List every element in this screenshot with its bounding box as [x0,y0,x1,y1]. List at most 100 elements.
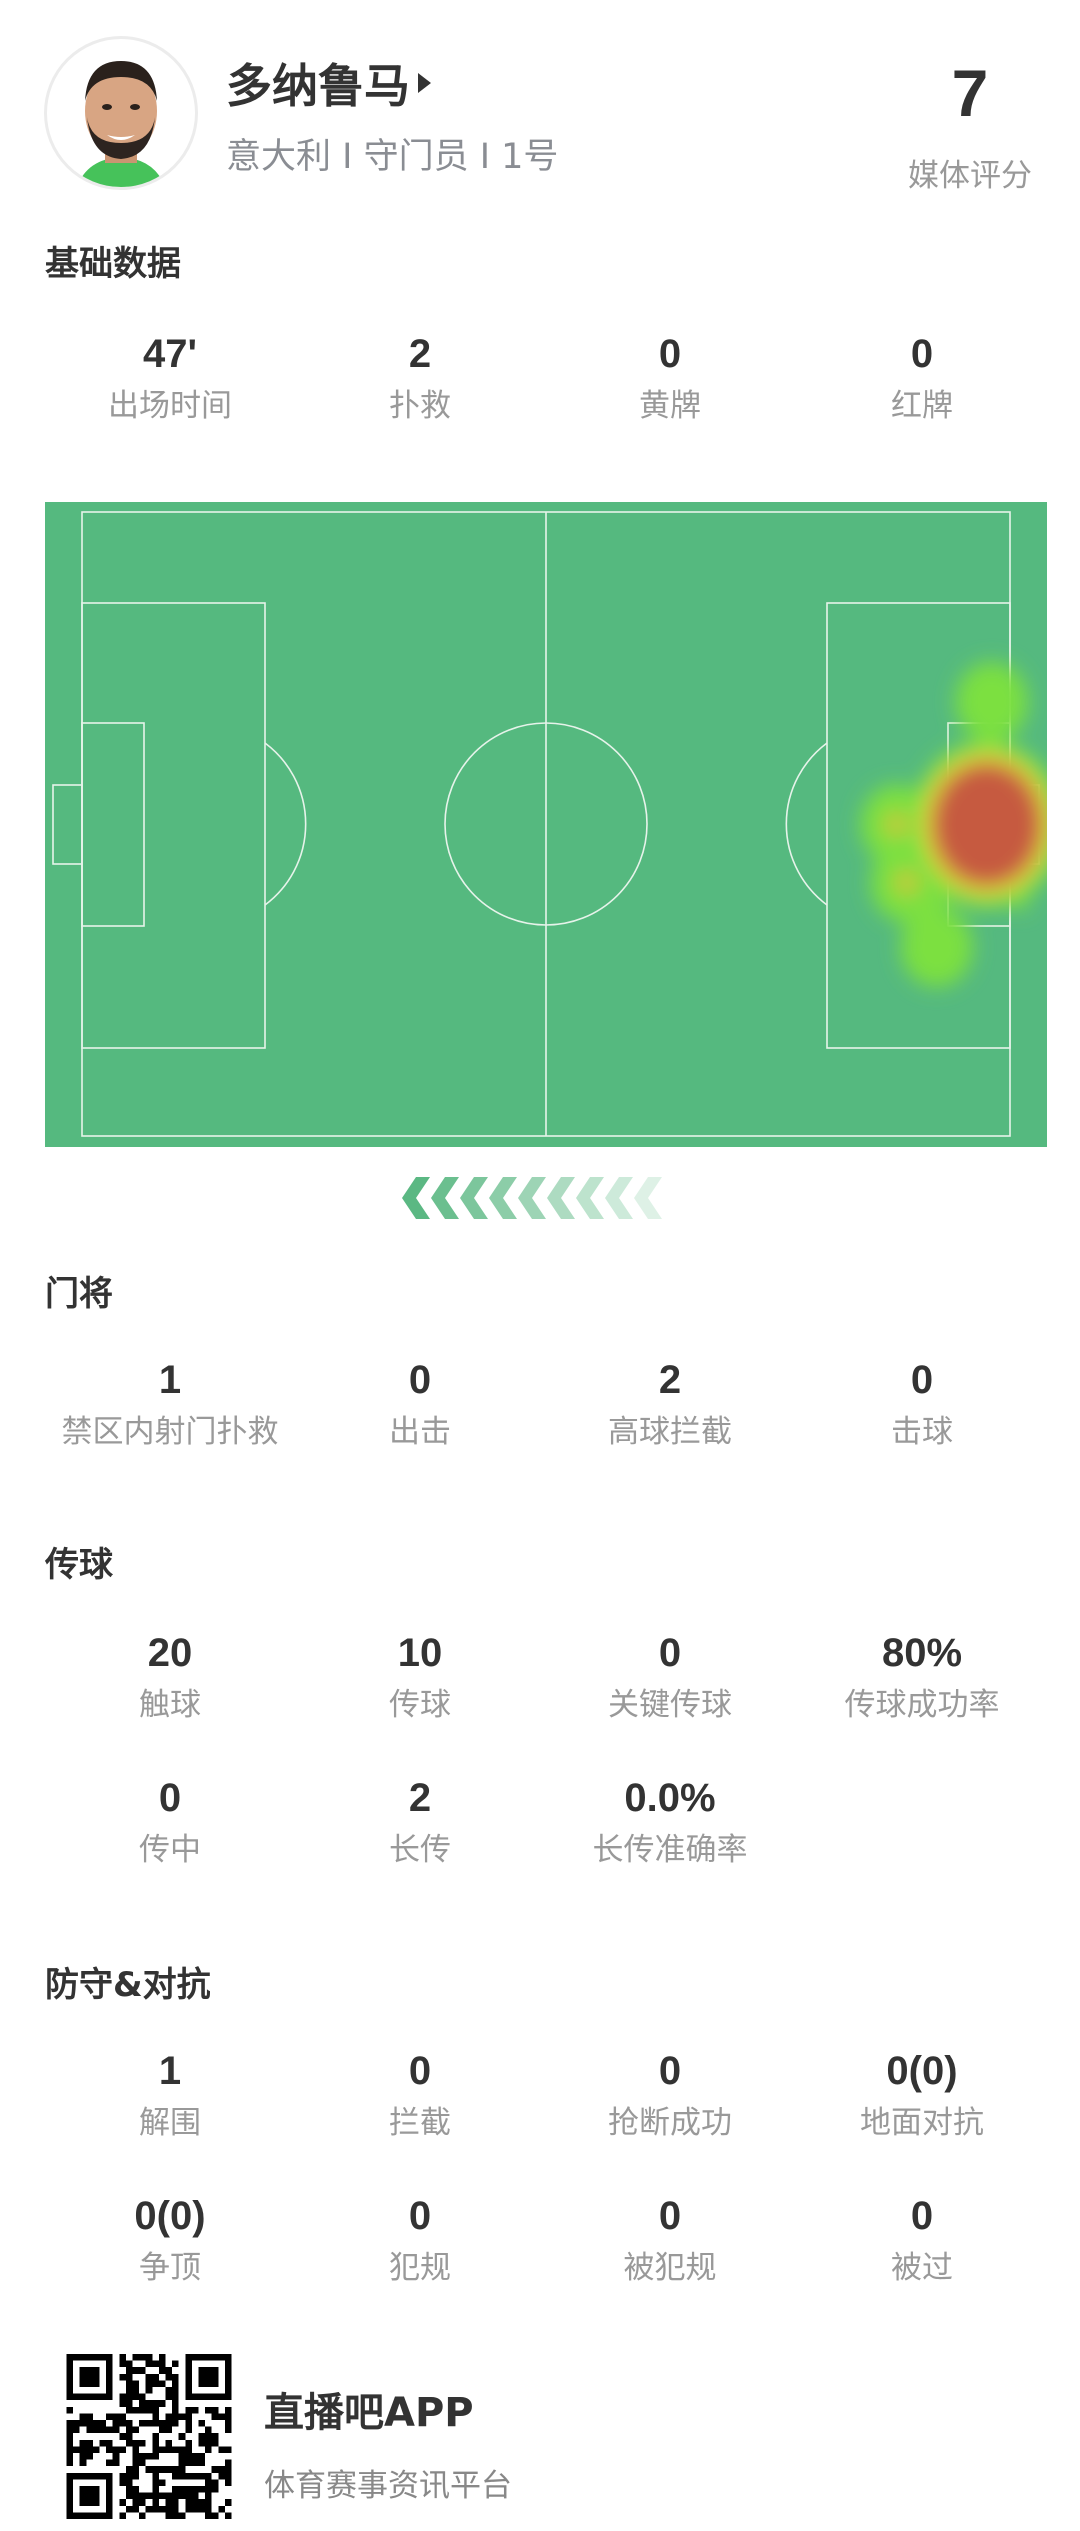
stat-item: 2 长传 [295,1774,545,1870]
media-rating-label: 媒体评分 [908,158,1032,194]
stat-label: 地面对抗 [860,2105,984,2141]
stat-value: 2 [408,1776,432,1820]
stat-label: 禁区内射门扑救 [61,1414,279,1450]
app-name: 直播吧APP [264,2390,474,2436]
direction-arrows [402,1177,662,1219]
stat-value: 2 [408,332,432,376]
chevron-left-icon [605,1177,633,1219]
stat-value: 0(0) [886,2049,958,2093]
stat-value: 0 [658,2049,682,2093]
player-photo [77,61,165,187]
section-title-defense: 防守&对抗 [45,1965,211,2005]
stat-item: 0 被犯规 [545,2192,795,2288]
stat-value: 10 [397,1631,443,1675]
stat-label: 传中 [139,1832,201,1868]
heatmap-core [884,812,909,837]
goal-left [52,784,83,865]
stat-label: 出场时间 [108,388,232,424]
stat-value: 0 [158,1776,182,1820]
heatmap-core [894,870,919,895]
stat-item: 0.0% 长传准确率 [545,1774,795,1870]
stat-label: 被犯规 [623,2250,717,2286]
penalty-arc-right [785,742,828,906]
section-title-basic: 基础数据 [45,244,181,284]
section-title-passing: 传球 [45,1545,113,1585]
stat-label: 拦截 [389,2105,451,2141]
stat-item: 47' 出场时间 [45,330,295,426]
heatmap-core [931,762,1042,887]
stat-value: 0 [910,1358,934,1402]
stat-item: 10 传球 [295,1629,545,1725]
stat-label: 扑救 [389,388,451,424]
media-rating: 7 [951,56,989,130]
stat-value: 0 [408,2194,432,2238]
stat-label: 解围 [139,2105,201,2141]
app-slogan: 体育赛事资讯平台 [264,2468,512,2504]
section-title-goalkeeping: 门将 [45,1274,113,1314]
stat-item: 0 黄牌 [545,330,795,426]
stat-value: 0 [910,332,934,376]
stat-item: 0 出击 [295,1356,545,1452]
stat-value: 47' [142,332,197,376]
stat-item: 2 扑救 [295,330,545,426]
stat-item: 0 红牌 [797,330,1047,426]
stat-item: 0 犯规 [295,2192,545,2288]
stat-item: 0(0) 争顶 [45,2192,295,2288]
heatmap-spot [955,662,1028,742]
stat-value: 1 [158,1358,182,1402]
player-avatar[interactable] [44,36,198,190]
stat-item: 0 抢断成功 [545,2047,795,2143]
stat-item: 0 传中 [45,1774,295,1870]
chevron-left-icon [431,1177,459,1219]
stat-value: 0 [910,2194,934,2238]
stat-value: 0.0% [624,1776,716,1820]
chevron-left-icon [634,1177,662,1219]
chevron-left-icon [402,1177,430,1219]
center-circle [444,722,648,926]
stat-label: 触球 [139,1687,201,1723]
stat-value: 0 [658,1631,682,1675]
stat-item: 20 触球 [45,1629,295,1725]
chevron-left-icon [460,1177,488,1219]
chevron-left-icon [576,1177,604,1219]
stat-label: 犯规 [389,2250,451,2286]
stat-value: 1 [158,2049,182,2093]
stat-item: 0 被过 [797,2192,1047,2288]
stat-label: 红牌 [891,388,953,424]
stat-label: 被过 [891,2250,953,2286]
stat-label: 出击 [389,1414,451,1450]
stat-value: 0 [408,1358,432,1402]
heatmap-pitch [45,502,1047,1147]
penalty-arc-left [264,742,307,906]
stat-value: 0 [658,332,682,376]
stat-item: 1 禁区内射门扑救 [45,1356,295,1452]
stat-value: 20 [147,1631,193,1675]
stat-item: 2 高球拦截 [545,1356,795,1452]
stat-value: 0(0) [134,2194,206,2238]
player-name: 多纳鲁马 [226,59,410,113]
stat-value: 0 [658,2194,682,2238]
stat-value: 0 [408,2049,432,2093]
qr-code [66,2354,232,2519]
stat-label: 争顶 [139,2250,201,2286]
stat-item: 1 解围 [45,2047,295,2143]
stat-item: 0 击球 [797,1356,1047,1452]
player-name-link[interactable]: 多纳鲁马 [226,50,431,116]
stat-item: 0(0) 地面对抗 [797,2047,1047,2143]
chevron-left-icon [518,1177,546,1219]
stat-label: 击球 [891,1414,953,1450]
stat-label: 关键传球 [608,1687,732,1723]
chevron-left-icon [547,1177,575,1219]
chevron-left-icon [489,1177,517,1219]
stat-value: 2 [658,1358,682,1402]
player-info: 意大利 I 守门员 I 1号 [226,137,559,177]
stat-value: 80% [881,1631,963,1675]
stat-label: 长传准确率 [592,1832,748,1868]
caret-right-icon [418,73,431,93]
stat-label: 黄牌 [639,388,701,424]
stat-label: 长传 [389,1832,451,1868]
stat-label: 传球 [389,1687,451,1723]
stat-label: 抢断成功 [608,2105,732,2141]
stat-label: 传球成功率 [844,1687,1000,1723]
stat-item: 0 关键传球 [545,1629,795,1725]
